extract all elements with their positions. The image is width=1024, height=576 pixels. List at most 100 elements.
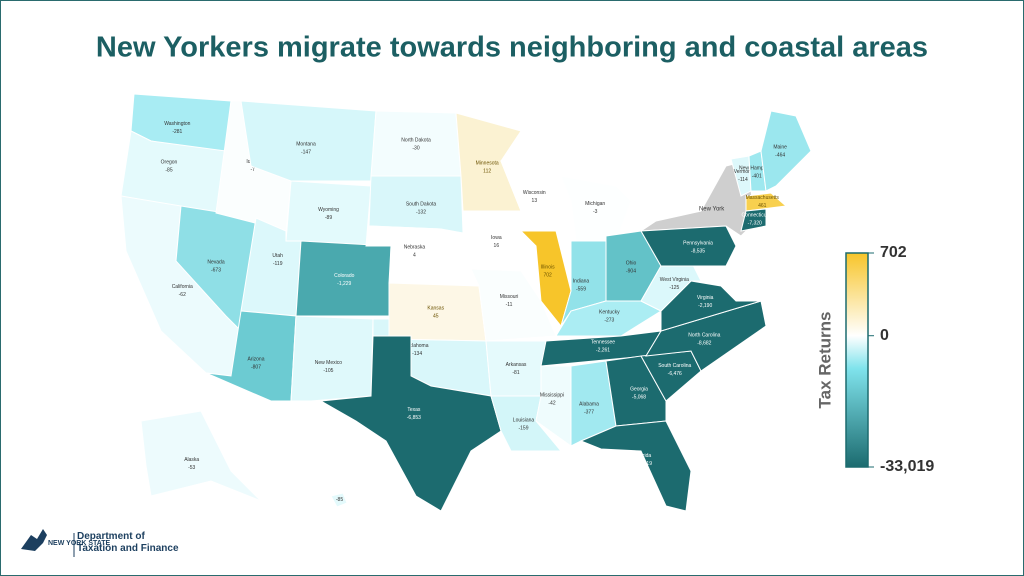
state [535,365,572,447]
state-name: Michigan [585,201,605,207]
state [319,335,502,512]
state-name: Oklahoma [406,343,429,349]
state-value: -807 [251,364,261,370]
state-name: New Hampshire [739,166,775,172]
state-value: -401 [752,174,762,180]
state-value: -7 [250,167,255,173]
state-name: Ohio [626,260,637,266]
state-name: Wyoming [318,207,339,213]
state-value: -114 [738,177,748,183]
state-value: -89 [325,215,332,221]
state-name: Texas [407,407,421,413]
state-value: -159 [518,426,528,432]
logo-text: NEW YORK STATE [48,540,111,547]
state-value: -53 [188,465,195,471]
state-value: -11 [506,302,513,308]
state-value: 45 [433,314,439,320]
state-name: Massachusetts [746,195,780,201]
state-value: -5,068 [632,394,646,400]
state [579,420,692,512]
state [140,410,262,502]
state [760,110,812,192]
state-name: California [172,284,193,290]
logo-shape [21,529,47,551]
state-name: Colorado [334,273,355,279]
state-name: North Carolina [688,333,720,339]
state [370,110,462,177]
state-name: Alabama [579,401,599,407]
state-name: Nevada [207,260,224,266]
title: New Yorkers migrate towards neighboring … [96,32,928,64]
state-value: 4 [413,252,416,258]
state-value: -2,261 [596,347,610,353]
agency-box: Department of Taxation and Finance [77,531,179,554]
state-name: Illinois [541,264,555,270]
state-name: Minnesota [476,160,499,166]
state-name: Washington [164,121,190,127]
state [290,315,374,402]
state-value: -273 [604,317,614,323]
state-value: -85 [165,168,172,174]
state-name: Arkansas [506,362,527,368]
agency: Department of Taxation and Finance [77,531,179,554]
state-value: 702 [543,272,552,278]
state-name: Kentucky [599,309,620,315]
state-value: -30 [412,145,419,151]
home-label: New York [699,207,725,213]
state-name: Connecticut [742,213,769,219]
tick-label: 0 [880,327,889,344]
state-name: Nebraska [404,244,426,250]
state [640,225,737,267]
state-value: -147 [301,149,311,155]
state-name: Wisconsin [523,190,546,196]
state-name: Missouri [500,294,519,300]
state-name: Mississippi [540,392,564,398]
state-name: Arizona [248,356,265,362]
state [485,340,547,397]
color-bar [845,252,869,468]
state-name: Indiana [573,278,590,284]
state-value: -281 [172,129,182,135]
state-name: Utah [272,253,283,259]
state-value: -8,535 [691,248,705,254]
state-value: -6,853 [407,415,421,421]
state [330,492,348,508]
state-name: New Mexico [315,360,342,366]
state-name: North Dakota [401,137,431,143]
state-value: -42 [548,400,555,406]
state-name: West Virginia [660,277,689,283]
state-value: -6,476 [668,371,682,377]
state-name: Louisiana [513,418,535,424]
tick-label: -33,019 [880,458,934,475]
state-value: -134 [412,351,422,357]
state [285,180,372,247]
state-value: 13 [532,198,538,204]
state-name: Virginia [697,295,714,301]
state-name: South Dakota [406,201,437,207]
state-name: Iowa [491,235,502,241]
state-value: -8,682 [697,341,711,347]
state-value: -62 [179,292,186,298]
state-value: -1,229 [337,281,351,287]
state-value: -3 [593,209,598,215]
state-value: -125 [669,285,679,291]
state-name: Tennessee [591,339,615,345]
state-name: Kansas [427,306,444,312]
state-name: South Carolina [658,363,691,369]
footer: NEW YORK STATE Department of Taxation an… [21,529,179,557]
state-value: -81 [512,370,519,376]
state-value: -33,019 [635,461,652,467]
state-name: Alaska [184,457,199,463]
state-name: Georgia [630,386,648,392]
state-value: -377 [584,409,594,415]
state [745,192,788,212]
state-value: -105 [323,368,333,374]
state-value: 16 [494,243,500,249]
state-value: -132 [416,209,426,215]
color-bar-title: Tax Returns [815,312,834,409]
state-name: Maine [773,144,787,150]
state-value: 112 [483,168,491,174]
state-value: -904 [626,268,636,274]
